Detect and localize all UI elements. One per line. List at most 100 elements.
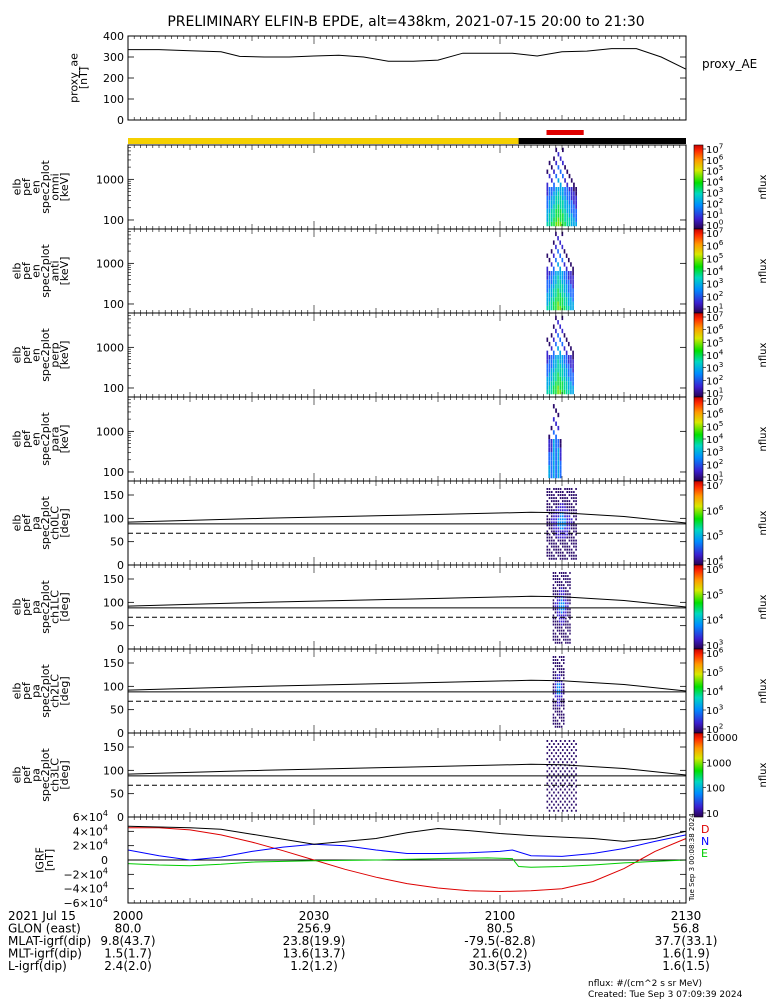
energy-bin [557,213,560,218]
pa-bin [548,743,551,745]
colorbar-tick-label: 107 [706,226,723,241]
energy-bin [572,271,574,276]
pa-bin [552,659,555,661]
pa-bin [555,506,557,509]
pa-bin [569,584,571,587]
ylabel-line: spec2plot [39,580,52,634]
pa-bin [573,515,575,518]
pa-bin [557,551,560,554]
y-tick-label: 4×104 [73,823,108,838]
energy-bin [572,359,574,364]
pa-bin [550,770,553,773]
pa-bin [552,707,555,710]
series-proxy_AE [128,48,687,70]
pa-bin [550,536,553,539]
status-bars [128,130,686,144]
pa-bin [570,497,573,500]
pa-bin [548,779,551,782]
pa-bin [563,713,565,716]
pa-bin [563,677,565,680]
pa-bin [562,743,564,745]
energy-bin [559,275,562,280]
energy-bin [559,221,562,227]
pa-bin [562,761,564,764]
pa-bin [566,509,569,512]
pa-bin [556,701,559,704]
pa-bin [562,524,564,527]
pa-bin [555,533,557,536]
pa-bin [546,530,549,533]
energy-bin [559,156,562,161]
pa-bin [548,491,551,493]
energy-bin [552,271,555,276]
pa-bin [568,494,571,497]
pa-bin [563,593,565,596]
pa-bin [564,746,566,749]
footer-value: 2130 [671,909,702,923]
energy-bin [572,305,574,311]
pa-bin [565,635,567,638]
energy-bin [563,359,566,364]
pa-bin [557,797,560,800]
pa-bin [562,809,564,812]
energy-bin [559,279,562,285]
energy-bin [552,337,555,342]
energy-bin [566,191,569,196]
energy-bin [565,368,568,373]
science-zone-marker [546,130,584,135]
pa-bin [556,626,559,629]
pa-bin [546,524,549,527]
pa-bin [562,533,564,536]
pa-bin [563,707,565,710]
energy-bin [562,195,564,201]
pa-bin [558,695,561,698]
colorbar-tick-label: 104 [706,174,724,189]
pa-bin [562,749,564,752]
energy-bin [552,473,555,479]
colorbar-tick-label: 103 [706,185,723,200]
pa-bin [552,617,555,620]
energy-bin [552,288,555,293]
energy-bin [548,173,551,179]
pa-bin [570,809,573,812]
pa-bin [558,668,561,671]
energy-bin [566,221,569,227]
pa-bin [552,719,555,722]
y-tick-label: 0 [117,643,124,656]
energy-bin [546,292,549,298]
energy-bin [546,279,549,285]
pa-bin [566,518,569,521]
pa-bin [554,677,557,680]
energy-bin [559,389,562,395]
energy-bin [559,297,562,302]
energy-bin [573,187,575,192]
pa-bin [570,494,573,497]
pa-bin [552,701,555,704]
energy-bin [548,191,551,196]
pa-bin [564,527,566,530]
colorbar-tick-label: 105 [706,163,723,178]
plot-frame [127,648,687,734]
energy-bin [563,381,566,386]
energy-bin [564,195,566,201]
pa-bin [562,509,564,512]
pa-bin [559,497,562,500]
pa-bin [555,512,557,515]
energy-bin [562,221,564,227]
pa-bin [553,497,555,500]
energy-bin [567,292,570,298]
pa-bin [569,623,571,626]
energy-bin [553,217,555,222]
energy-bin [572,368,574,373]
pa-bin [557,755,560,758]
ylabel-line: para [48,427,61,452]
pa-bin [555,515,557,518]
energy-bin [567,376,570,382]
y-tick-label: −2×104 [63,866,108,881]
pa-bin [555,806,557,809]
energy-bin [561,244,564,250]
pa-bin [569,587,571,590]
ylabel-line: spec2plot [39,412,52,466]
